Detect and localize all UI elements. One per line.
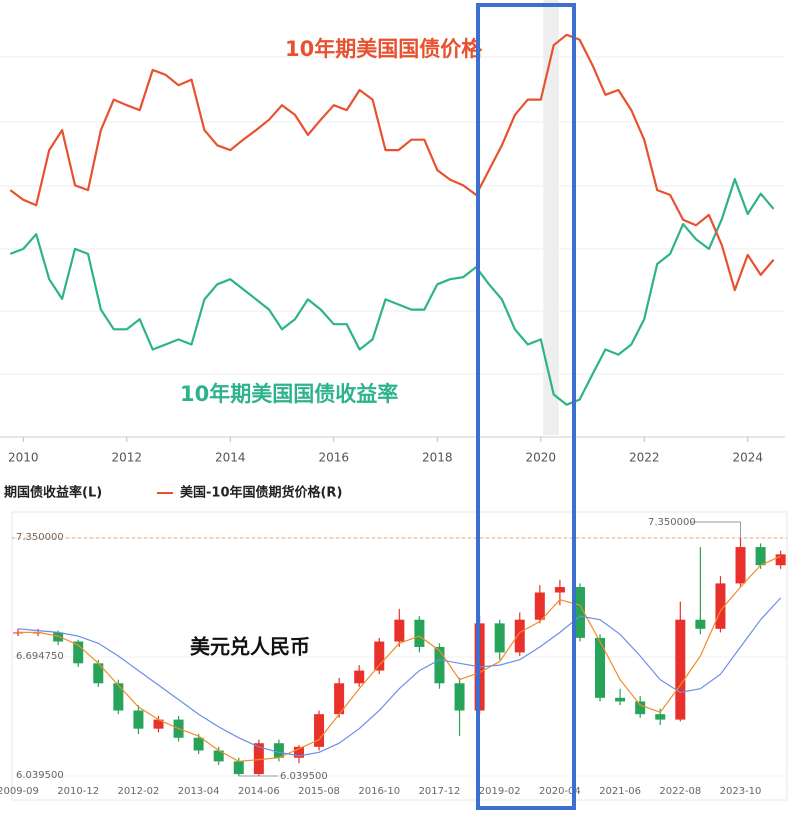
series-line [9,178,775,406]
legend-label: 美国-10年国债期货价格(R) [180,485,342,501]
candle-body [615,697,626,702]
x-tick-label: 2010-12 [57,786,99,797]
x-tick-label: 2018 [422,451,453,465]
moving-average [17,597,782,757]
y-tick-label: 7.350000 [16,532,64,543]
candle-body [233,761,244,775]
top-grid [0,56,785,375]
candle-body [93,663,104,684]
candle-body [314,714,325,747]
candle-body [213,750,224,762]
x-tick-label: 2024 [732,451,763,465]
candle-body [775,554,786,566]
candle-body [554,587,565,593]
candle-body [334,683,345,715]
candle-body [655,714,666,720]
candle-body [193,737,204,751]
candle-body [635,701,646,715]
moving-average [18,555,781,763]
shaded-range [543,0,559,435]
candle-body [394,619,405,642]
candle-body [133,710,144,729]
candle-body [695,619,706,629]
price-annotation: 10年期美国国债价格 [285,37,483,61]
x-tick-label: 2015-08 [298,786,340,797]
x-tick-label: 2019-02 [479,786,521,797]
candle-body [494,623,505,653]
candle-body [675,619,686,720]
x-tick-label: 2012 [112,451,143,465]
y-tick-label: 6.694750 [16,651,64,662]
highlight-box [476,3,576,810]
candle-body [534,592,545,620]
candle-body [374,641,385,671]
x-tick-label: 2010 [8,451,39,465]
candle-body [735,547,746,584]
y-tick-label: 6.039500 [16,770,64,781]
x-tick-label: 2012-02 [118,786,160,797]
low-label: 6.039500 [280,771,328,782]
x-tick-label: 2020 [525,451,556,465]
candle-body [253,743,264,775]
candle-body [514,619,525,653]
fx-title: 美元兑人民币 [190,635,310,659]
yield-annotation: 10年期美国国债收益率 [180,382,398,406]
candle-body [454,683,465,711]
candle-body [715,583,726,629]
x-tick-label: 2016-10 [358,786,400,797]
x-tick-label: 2021-06 [599,786,641,797]
x-tick-label: 2014 [215,451,246,465]
candle-body [595,637,606,698]
x-tick-label: 2017-12 [419,786,461,797]
candle-body [434,646,445,684]
candle-body [755,547,766,566]
x-tick-label: 2022 [629,451,660,465]
x-tick-label: 2009-09 [0,786,39,797]
x-tick-label: 2020-04 [539,786,581,797]
candle-body [354,670,365,684]
x-tick-label: 2023-10 [720,786,762,797]
x-tick-label: 2016 [318,451,349,465]
candle-body [53,632,64,642]
candle-body [574,587,585,638]
x-tick-label: 2022-08 [659,786,701,797]
candle-body [113,683,124,711]
candle-body [153,719,164,729]
candle-body [73,641,84,664]
series-line [9,33,775,292]
lower-panel [11,511,788,801]
x-tick-label: 2014-06 [238,786,280,797]
candle-body [293,746,304,758]
legend-label: 期国债收益率(L) [4,485,102,501]
candle-body [273,743,284,758]
high-label: 7.350000 [648,517,696,528]
candle-body [414,619,425,647]
x-tick-label: 2013-04 [178,786,220,797]
